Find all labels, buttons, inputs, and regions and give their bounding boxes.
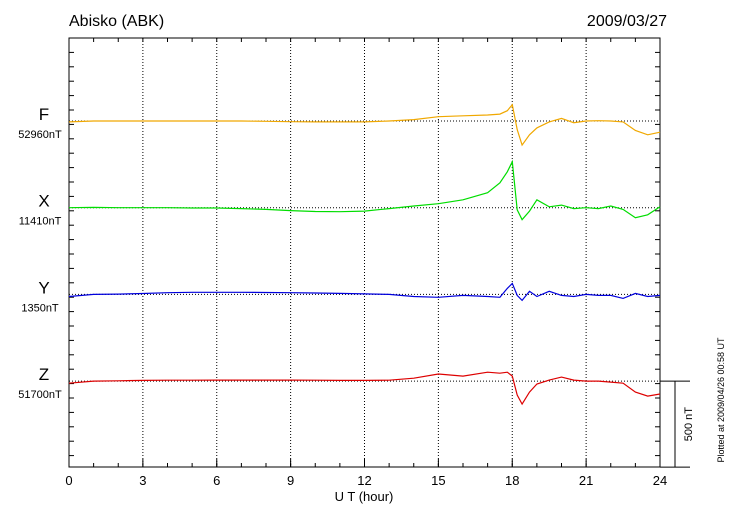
series-baseline-label: 1350nT bbox=[21, 302, 59, 314]
series-name: F bbox=[39, 105, 49, 124]
series-baseline-label: 52960nT bbox=[18, 129, 62, 141]
x-tick-label: 15 bbox=[431, 473, 445, 488]
x-tick-label: 18 bbox=[505, 473, 519, 488]
x-tick-label: 12 bbox=[357, 473, 371, 488]
series-name: X bbox=[38, 192, 49, 211]
scale-bar-label: 500 nT bbox=[683, 407, 695, 442]
series-line bbox=[68, 282, 661, 302]
x-tick-label: 9 bbox=[287, 473, 294, 488]
footnote: Plotted at 2009/04/26 00:58 UT bbox=[716, 337, 726, 463]
x-tick-label: 6 bbox=[213, 473, 220, 488]
series-name: Y bbox=[38, 278, 49, 297]
series-name: Z bbox=[39, 365, 49, 384]
series-baseline-label: 11410nT bbox=[19, 216, 62, 228]
chart-date: 2009/03/27 bbox=[587, 13, 667, 30]
plot-frame bbox=[68, 37, 661, 468]
x-axis-label: U T (hour) bbox=[335, 489, 394, 504]
series-line bbox=[68, 103, 661, 147]
x-tick-label: 21 bbox=[579, 473, 593, 488]
x-tick-label: 24 bbox=[653, 473, 667, 488]
series-line bbox=[68, 159, 661, 221]
series-line bbox=[68, 371, 661, 406]
chart-title: Abisko (ABK) bbox=[69, 13, 164, 30]
series-baseline-label: 51700nT bbox=[18, 389, 62, 401]
x-tick-label: 3 bbox=[139, 473, 146, 488]
x-tick-label: 0 bbox=[65, 473, 72, 488]
